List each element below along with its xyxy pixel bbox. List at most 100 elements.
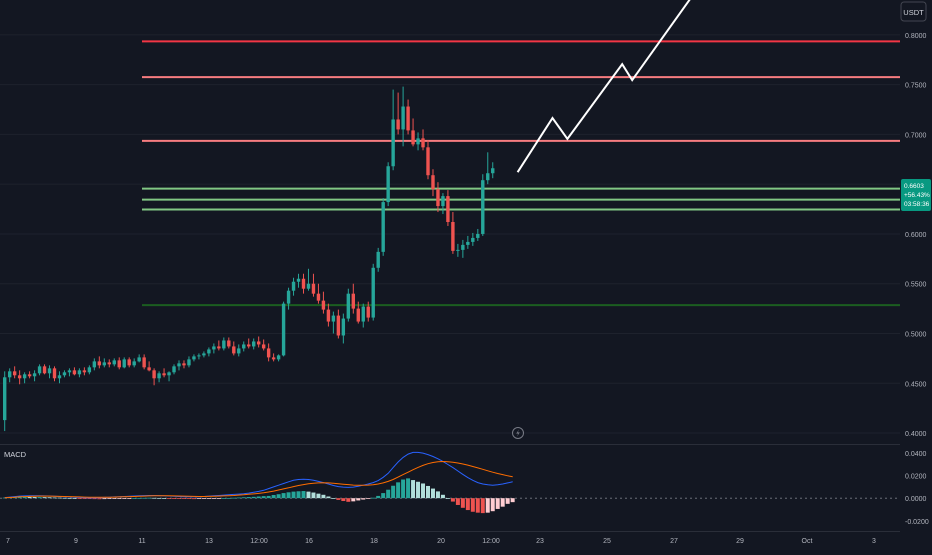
- candle-body: [466, 241, 470, 245]
- macd-histogram-bar: [137, 497, 142, 499]
- candle: [227, 337, 231, 349]
- macd-histogram-bar: [321, 494, 326, 499]
- candle: [281, 301, 286, 357]
- candle-body: [77, 370, 82, 375]
- price-tick-label: 0.4000: [905, 431, 927, 438]
- candle: [117, 357, 121, 370]
- macd-histogram-bar: [172, 498, 177, 499]
- candle-body: [356, 308, 360, 322]
- macd-histogram-bar: [485, 498, 490, 513]
- candle: [92, 358, 97, 371]
- macd-histogram-bar: [92, 498, 97, 500]
- macd-histogram-bar: [470, 498, 475, 512]
- candle-body: [97, 361, 102, 366]
- currency-label: USDT: [903, 8, 924, 17]
- candle: [261, 339, 266, 351]
- candle-body: [461, 244, 465, 250]
- bar-countdown: 03:58:36: [904, 201, 930, 208]
- macd-histogram-bar: [291, 491, 296, 499]
- candle-body: [476, 233, 480, 238]
- macd-histogram-bar: [112, 498, 117, 499]
- price-tick-label: 0.5000: [905, 331, 927, 338]
- candle-body: [371, 267, 375, 318]
- macd-histogram-bar: [67, 497, 72, 499]
- horizontal-levels[interactable]: [142, 40, 900, 307]
- macd-histogram-bar: [191, 498, 196, 500]
- currency-button[interactable]: USDT: [900, 1, 927, 22]
- candle-body: [67, 370, 72, 373]
- macd-histogram-bar: [231, 497, 236, 499]
- time-tick-label: 13: [205, 538, 213, 545]
- macd-histogram-bar: [366, 498, 371, 499]
- candle-body: [436, 189, 440, 207]
- macd-tick-label: -0.0200: [905, 519, 929, 526]
- pane-separator[interactable]: [0, 444, 900, 445]
- time-tick-label: 9: [74, 538, 78, 545]
- lightning-icon[interactable]: [512, 427, 524, 439]
- candle-body: [406, 106, 410, 131]
- candle-body: [396, 119, 400, 130]
- candle-body: [481, 180, 485, 234]
- candle: [326, 303, 331, 327]
- macd-histogram-bar: [455, 498, 460, 505]
- candle-body: [182, 363, 186, 366]
- time-tick-label: 18: [370, 538, 378, 545]
- candle-body: [311, 283, 316, 294]
- last-price: 0.6603: [904, 183, 924, 190]
- candle-body: [112, 360, 116, 365]
- time-axis-divider: [0, 531, 900, 532]
- candle: [471, 232, 475, 246]
- candle: [197, 353, 201, 360]
- macd-histogram-bar: [37, 497, 42, 499]
- candle-body: [202, 353, 206, 356]
- macd-histogram-bar: [142, 497, 147, 499]
- candle-body: [471, 237, 475, 242]
- macd-histogram-bar: [97, 498, 102, 500]
- macd-histogram-bar: [177, 498, 181, 499]
- macd-histogram-bar: [57, 497, 62, 499]
- candle-body: [441, 196, 445, 207]
- macd-histogram-bar: [426, 485, 430, 499]
- projection-path[interactable]: [516, 0, 692, 173]
- projection-polyline[interactable]: [516, 0, 692, 173]
- macd-histogram-bar: [17, 496, 22, 499]
- macd-histogram-bar: [221, 498, 226, 499]
- candle-body: [107, 362, 111, 365]
- candle: [3, 371, 7, 432]
- candle: [256, 336, 261, 348]
- candle: [381, 198, 385, 256]
- macd-indicator-label[interactable]: MACD: [4, 450, 27, 459]
- candle: [137, 354, 141, 363]
- candle-body: [12, 371, 17, 376]
- candle: [401, 86, 405, 147]
- candle-body: [491, 168, 495, 174]
- macd-histogram-bar: [117, 498, 122, 499]
- macd-histogram-bar: [72, 498, 77, 499]
- candle: [346, 288, 351, 322]
- macd-histogram-bar: [246, 497, 251, 499]
- candle-body: [331, 315, 336, 322]
- lightning-icon-bolt: [516, 429, 520, 437]
- macd-histogram-bar: [77, 498, 82, 499]
- candle-body: [57, 375, 62, 379]
- candle: [22, 372, 27, 384]
- last-price-tag-bg: [901, 179, 931, 211]
- macd-histogram-bar: [147, 497, 152, 499]
- price-tick-label: 0.5500: [905, 282, 927, 289]
- candle: [331, 311, 336, 334]
- candle: [47, 365, 52, 379]
- macd-histogram-bar: [2, 497, 7, 499]
- candle: [466, 235, 470, 249]
- macd-histogram-bar: [460, 498, 465, 508]
- time-tick-label: 29: [736, 538, 744, 545]
- candle: [486, 152, 490, 185]
- candle: [316, 283, 321, 304]
- macd-histogram-bar: [201, 498, 206, 499]
- macd-histogram-bar: [226, 497, 231, 499]
- candle-body: [212, 346, 216, 350]
- macd-histogram-bar: [301, 491, 306, 499]
- candle-body: [217, 346, 221, 349]
- time-tick-label: 7: [6, 538, 10, 545]
